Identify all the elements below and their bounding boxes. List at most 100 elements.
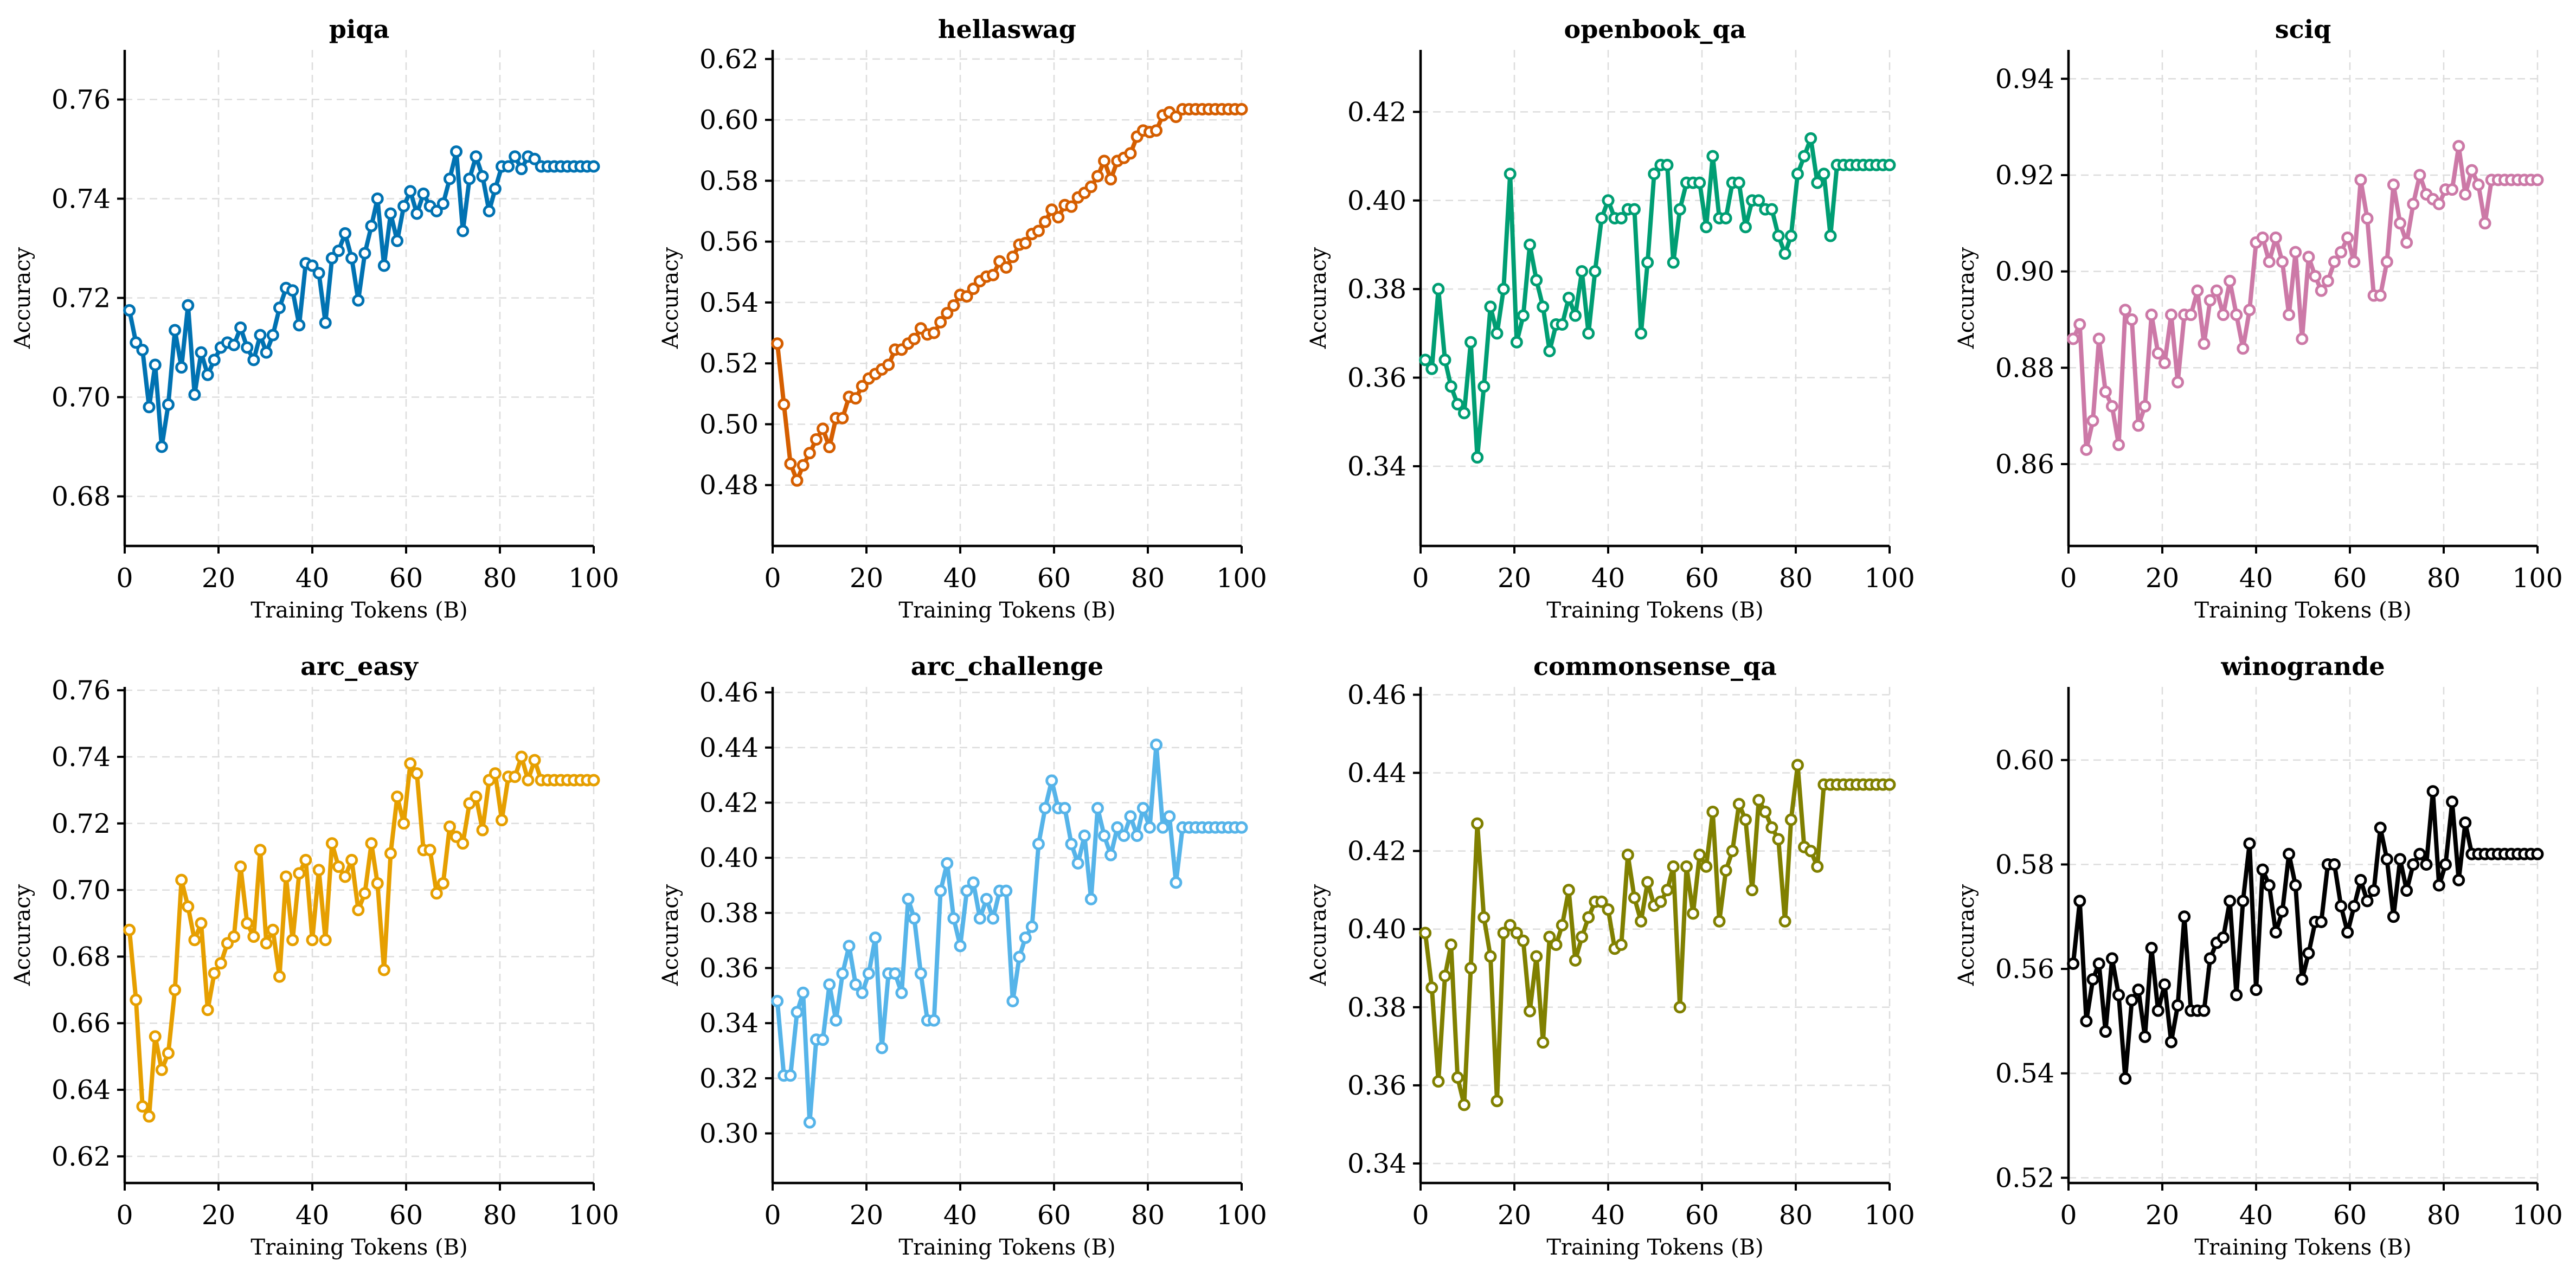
data-point [1524, 238, 1537, 251]
x-tick-label: 20 [202, 1200, 235, 1231]
x-tick-label: 40 [2239, 1200, 2273, 1231]
y-tick-label: 0.74 [52, 742, 111, 773]
x-tick-label: 0 [764, 563, 781, 594]
data-point [2328, 255, 2341, 268]
data-point [1680, 860, 1693, 873]
data-point [954, 940, 967, 953]
y-tick-label: 0.54 [699, 287, 759, 318]
y-tick-label: 0.42 [699, 788, 759, 819]
data-point [1071, 857, 1084, 870]
data-point [1039, 215, 1052, 228]
data-point [1883, 778, 1896, 791]
data-point [836, 412, 849, 425]
y-tick-label: 0.40 [1347, 185, 1406, 216]
data-point [2119, 304, 2132, 317]
data-point [1706, 806, 1719, 819]
subplot-winogrande: 0.52 0.54 0.56 0.58 0.60 0 20 40 60 80 100 winogran… [1954, 652, 2563, 1260]
data-points [2067, 140, 2544, 456]
data-point [1491, 327, 1504, 340]
data-points [1419, 758, 1896, 1111]
data-point [2210, 284, 2223, 297]
data-point [1687, 907, 1700, 920]
data-point [470, 790, 483, 803]
data-point [143, 401, 156, 414]
x-tick-label: 20 [850, 563, 883, 594]
data-point [967, 282, 980, 295]
data-point [1569, 309, 1582, 322]
data-point [2283, 308, 2296, 322]
data-point [1235, 102, 1248, 115]
data-point [2112, 988, 2125, 1001]
data-point [2172, 999, 2185, 1012]
data-point [2105, 400, 2118, 413]
data-point [1673, 1001, 1686, 1014]
y-axis-label: Accuracy [1306, 247, 1331, 349]
data-point [143, 1110, 156, 1123]
data-point [1419, 353, 1432, 367]
x-tick-label: 0 [764, 1200, 781, 1231]
x-tick-label: 60 [2333, 1200, 2367, 1231]
data-point [2224, 274, 2237, 287]
data-point [1510, 336, 1523, 349]
data-point [1693, 176, 1706, 189]
x-tick-label: 100 [1216, 563, 1267, 594]
data-point [2531, 173, 2544, 187]
data-point [325, 252, 338, 265]
data-point [509, 770, 522, 783]
x-tick-label: 60 [1037, 563, 1071, 594]
data-point [1025, 920, 1038, 933]
data-point [914, 967, 927, 980]
data-point [2348, 900, 2361, 913]
y-axis-label: Accuracy [658, 884, 683, 986]
y-tick-label: 0.48 [699, 470, 759, 501]
y-tick-label: 0.38 [699, 898, 759, 929]
data-point [1491, 1095, 1504, 1108]
y-tick-label: 0.38 [1347, 992, 1406, 1023]
data-point [266, 923, 279, 936]
y-axis-label: Accuracy [10, 884, 35, 986]
data-point [2400, 884, 2413, 897]
data-point [384, 847, 397, 860]
y-tick-label: 0.66 [52, 1008, 111, 1039]
data-point [1628, 891, 1641, 904]
data-point [1484, 300, 1497, 313]
data-point [319, 316, 332, 329]
data-point [1778, 247, 1791, 260]
data-point [1111, 821, 1124, 834]
data-point [293, 319, 306, 332]
y-tick-label: 0.54 [1995, 1058, 2054, 1089]
data-point [1045, 774, 1058, 787]
data-point [1543, 345, 1556, 358]
data-point [1019, 236, 1032, 249]
data-point [1497, 927, 1510, 940]
data-point [528, 754, 541, 767]
data-point [528, 152, 541, 165]
data-point [182, 299, 195, 312]
data-point [234, 860, 247, 873]
data-point [2413, 169, 2426, 182]
x-tick-label: 60 [1037, 1200, 1071, 1231]
data-point [2269, 926, 2282, 939]
data-point [1451, 1071, 1464, 1084]
y-tick-label: 0.70 [52, 382, 111, 413]
data-point [882, 358, 895, 371]
data-point [587, 160, 600, 173]
data-point [1556, 318, 1569, 331]
data-point [849, 392, 862, 405]
data-point [1104, 173, 1117, 186]
data-point [2328, 858, 2341, 871]
y-tick-label: 0.44 [699, 732, 759, 763]
series-line [1423, 763, 1892, 1107]
data-point [1537, 1036, 1550, 1049]
y-tick-label: 0.76 [52, 675, 111, 706]
data-point [1098, 830, 1111, 842]
data-point [1091, 802, 1104, 815]
data-point [2125, 313, 2138, 326]
x-tick-label: 0 [2060, 1200, 2077, 1231]
data-point [339, 870, 352, 883]
data-point [843, 940, 856, 953]
data-points [123, 750, 600, 1123]
x-tick-label: 20 [1498, 1200, 1531, 1231]
data-point [1497, 282, 1510, 295]
